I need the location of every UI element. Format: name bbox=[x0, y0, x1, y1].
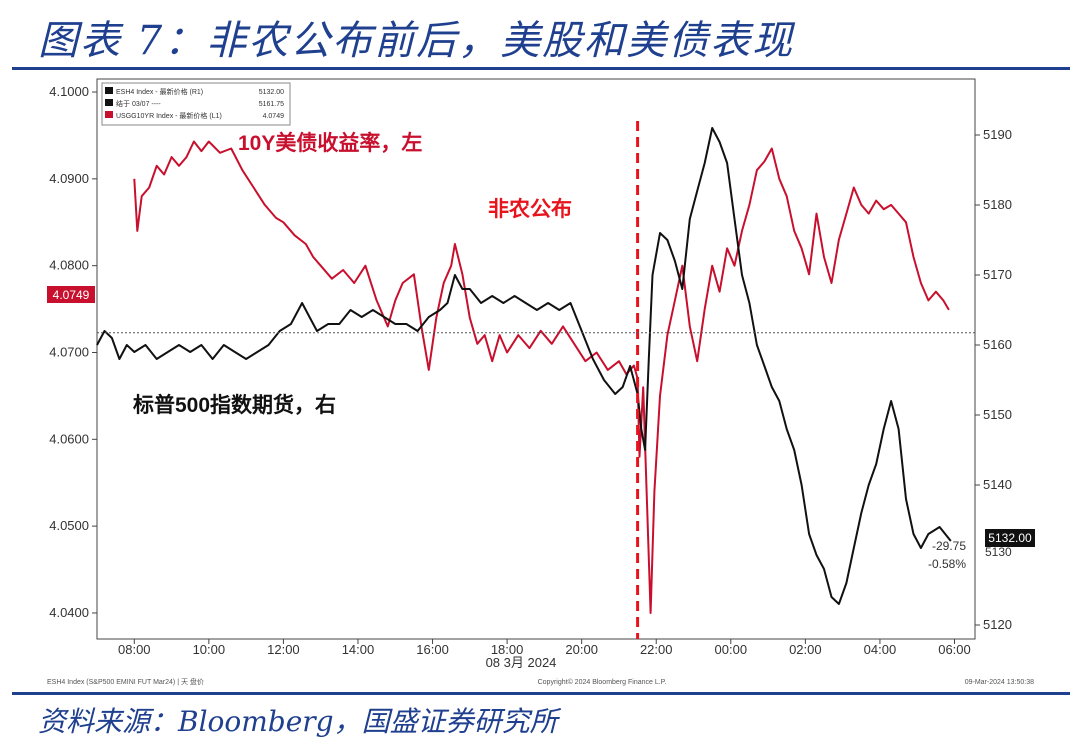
left-value-badge: 4.0749 bbox=[47, 286, 95, 303]
legend-value-3: 4.0749 bbox=[263, 113, 285, 120]
change-percent: -0.58% bbox=[928, 557, 966, 571]
left-tick-label-6: 4.0400 bbox=[49, 605, 89, 620]
series-line-futures bbox=[96, 127, 952, 605]
footer-left: ESH4 Index (S&P500 EMINI FUT Mar24) | 天 … bbox=[47, 677, 204, 686]
futures-series-label: 标普500指数期货，右 bbox=[133, 393, 336, 417]
left-tick-label-2: 4.0800 bbox=[49, 258, 89, 273]
legend-value-1: 5132.00 bbox=[259, 89, 284, 96]
change-absolute: -29.75 bbox=[932, 539, 966, 553]
x-tick-label-9: 02:00 bbox=[789, 642, 822, 657]
nfp-label: 非农公布 bbox=[488, 197, 572, 221]
legend-value-2: 5161.75 bbox=[259, 101, 284, 108]
x-tick-label-2: 12:00 bbox=[267, 642, 300, 657]
series-line-yield bbox=[133, 140, 950, 614]
right-badge-text: 5132.00 bbox=[988, 531, 1032, 545]
source-note: 资料来源：Bloomberg，国盛证券研究所 bbox=[38, 705, 558, 738]
right-tick-label-6: 5120 bbox=[983, 617, 1012, 632]
x-tick-label-5: 18:00 bbox=[491, 642, 524, 657]
legend-item-1: ESH4 Index - 最新价格 (R1) bbox=[116, 87, 203, 96]
source-rule bbox=[12, 692, 1070, 695]
right-tick-label-2: 5170 bbox=[983, 267, 1012, 282]
x-tick-label-6: 20:00 bbox=[565, 642, 598, 657]
left-badge-text: 4.0749 bbox=[53, 288, 90, 302]
footer-right: 09-Mar-2024 13:50:38 bbox=[965, 679, 1034, 686]
right-tick-label-0: 5190 bbox=[983, 127, 1012, 142]
left-tick-label-1: 4.0900 bbox=[49, 171, 89, 186]
legend-item-3: USGG10YR Index - 最新价格 (L1) bbox=[116, 111, 222, 120]
x-tick-label-8: 00:00 bbox=[715, 642, 748, 657]
series-layer bbox=[96, 127, 952, 614]
page-title: 图表 7：非农公布前后，美股和美债表现 bbox=[38, 18, 795, 64]
left-tick-label-0: 4.1000 bbox=[49, 84, 89, 99]
x-tick-label-4: 16:00 bbox=[416, 642, 449, 657]
right-partial-tick: 5130 bbox=[985, 545, 1012, 559]
legend-box: ESH4 Index - 最新价格 (R1) 5132.00 结于 03/07 … bbox=[101, 82, 291, 126]
x-tick-label-11: 06:00 bbox=[938, 642, 971, 657]
right-tick-label-1: 5180 bbox=[983, 197, 1012, 212]
x-date-label: 08 3月 2024 bbox=[486, 655, 557, 670]
yield-series-label: 10Y美债收益率，左 bbox=[238, 131, 422, 155]
x-tick-label-10: 04:00 bbox=[864, 642, 897, 657]
left-tick-label-4: 4.0600 bbox=[49, 431, 89, 446]
x-tick-label-7: 22:00 bbox=[640, 642, 673, 657]
x-tick-label-0: 08:00 bbox=[118, 642, 151, 657]
left-tick-label-3: 4.0700 bbox=[49, 344, 89, 359]
axes: 4.1000 4.0900 4.0800 4.0700 4.0600 4.0500 4.04… bbox=[49, 84, 1012, 657]
x-tick-label-3: 14:00 bbox=[342, 642, 375, 657]
footer-mid: Copyright© 2024 Bloomberg Finance L.P. bbox=[538, 678, 667, 686]
x-tick-label-1: 10:00 bbox=[193, 642, 226, 657]
title-rule bbox=[12, 67, 1070, 70]
right-tick-label-5: 5140 bbox=[983, 477, 1012, 492]
right-tick-label-3: 5160 bbox=[983, 337, 1012, 352]
right-value-badge: 5132.00 bbox=[985, 529, 1035, 547]
left-tick-label-5: 4.0500 bbox=[49, 518, 89, 533]
right-tick-label-4: 5150 bbox=[983, 407, 1012, 422]
plot-frame bbox=[96, 78, 976, 640]
legend-item-2: 结于 03/07 ---- bbox=[116, 99, 161, 108]
